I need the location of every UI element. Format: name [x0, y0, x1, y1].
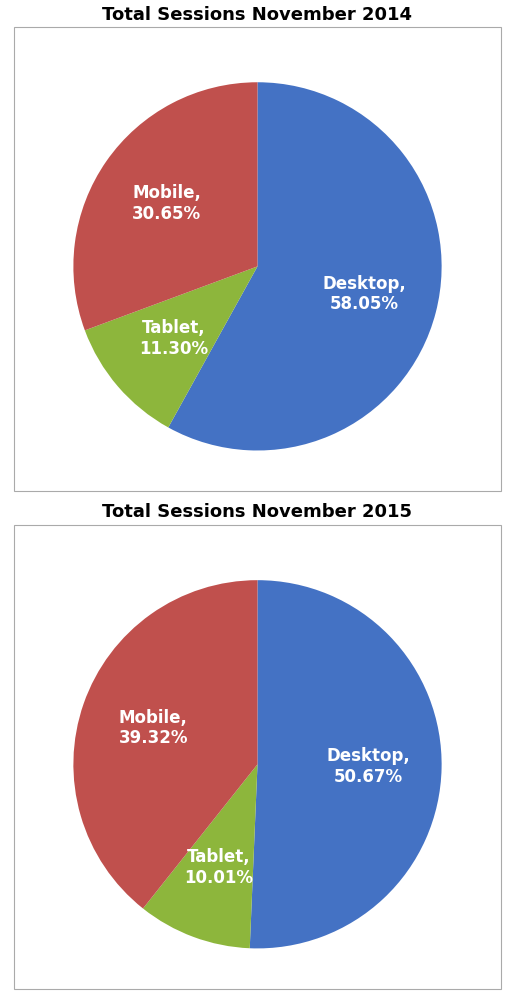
Wedge shape [85, 266, 258, 427]
Text: Desktop,
58.05%: Desktop, 58.05% [322, 275, 406, 313]
Wedge shape [250, 580, 442, 948]
Text: Tablet,
11.30%: Tablet, 11.30% [139, 319, 208, 358]
Title: Total Sessions November 2014: Total Sessions November 2014 [102, 6, 413, 24]
Title: Total Sessions November 2015: Total Sessions November 2015 [102, 503, 413, 521]
Wedge shape [73, 580, 258, 908]
Wedge shape [73, 82, 258, 330]
Text: Desktop,
50.67%: Desktop, 50.67% [326, 747, 410, 786]
Text: Mobile,
30.65%: Mobile, 30.65% [132, 184, 201, 223]
Text: Mobile,
39.32%: Mobile, 39.32% [118, 709, 188, 747]
Wedge shape [168, 82, 442, 450]
Wedge shape [143, 764, 258, 948]
Text: Tablet,
10.01%: Tablet, 10.01% [184, 848, 253, 887]
